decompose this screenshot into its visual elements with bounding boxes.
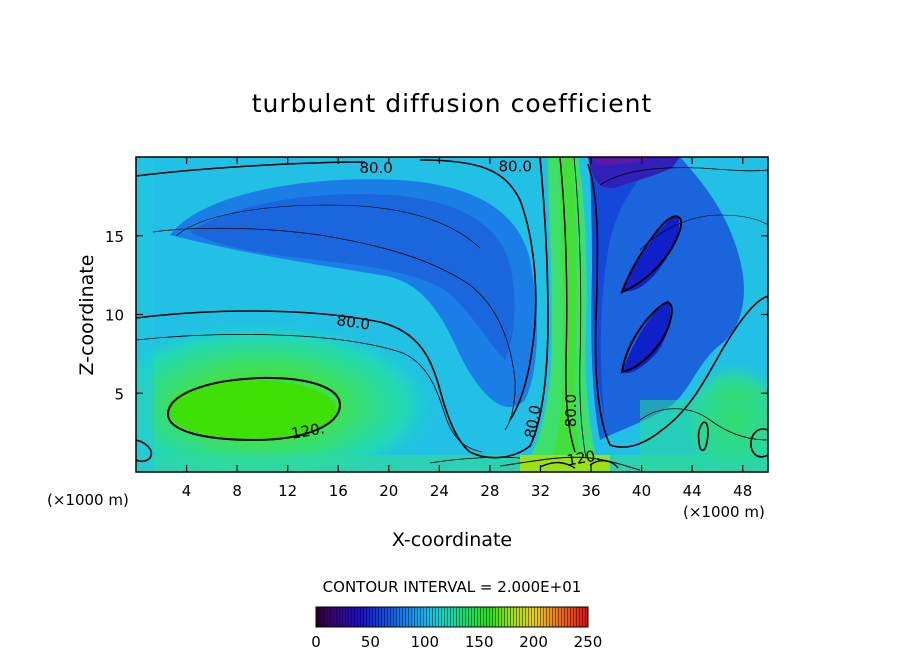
colorbar-tick-label: 150 [465, 633, 494, 651]
x-axis-label: X-coordinate [392, 529, 512, 551]
contour-lines [136, 157, 768, 471]
colorbar-tick-label: 250 [574, 633, 603, 651]
x-tick-label: 36 [581, 482, 600, 500]
colorbar-tick-labels: 0 50 100 150 200 250 [311, 633, 602, 651]
colorbar-tick-label: 50 [361, 633, 380, 651]
y-tick-label: 10 [105, 307, 124, 325]
x-tick-label: 24 [430, 482, 449, 500]
colorbar: 0 50 100 150 200 250 [311, 606, 602, 651]
x-tick-label: 44 [683, 482, 702, 500]
x-tick-label: 12 [278, 482, 297, 500]
colorbar-tick-label: 100 [410, 633, 439, 651]
contour-label: 80.0 [359, 159, 392, 177]
heatmap-field [136, 157, 768, 472]
x-unit-left: (×1000 m) [47, 491, 129, 509]
y-tick-label: 15 [105, 228, 124, 246]
chart-title: turbulent diffusion coefficient [252, 89, 653, 118]
x-tick-label: 28 [480, 482, 499, 500]
x-tick-label: 40 [632, 482, 651, 500]
contour-label: 80.0 [498, 157, 531, 175]
colorbar-tick-label: 200 [519, 633, 548, 651]
x-tick-label: 8 [232, 482, 242, 500]
contour-label: 80.0 [562, 394, 580, 427]
x-tick-label: 4 [182, 482, 192, 500]
y-axis-ticks: 5 10 15 [105, 228, 768, 403]
contour-label: 80.0 [521, 404, 545, 440]
x-tick-label: 20 [379, 482, 398, 500]
x-tick-label: 16 [329, 482, 348, 500]
heatmap-region-upper-left-core [190, 194, 515, 360]
y-axis-label: Z-coordinate [76, 255, 98, 376]
x-tick-label: 48 [733, 482, 752, 500]
x-tick-label: 32 [531, 482, 550, 500]
contour-label: 80.0 [336, 311, 372, 333]
contour-labels: 80.0 80.0 80.0 120. 80.0 80.0 120. [290, 157, 602, 469]
contour-label: 120. [290, 419, 326, 443]
y-tick-label: 5 [114, 385, 124, 403]
x-axis-ticks: 4 8 12 16 20 24 28 32 36 40 44 48 [182, 157, 752, 500]
x-unit-right: (×1000 m) [683, 503, 765, 521]
contour-label: 120. [565, 446, 601, 470]
colorbar-tick-label: 0 [311, 633, 321, 651]
colorbar-frame [315, 606, 589, 628]
contour-interval-label: CONTOUR INTERVAL = 2.000E+01 [323, 578, 582, 596]
